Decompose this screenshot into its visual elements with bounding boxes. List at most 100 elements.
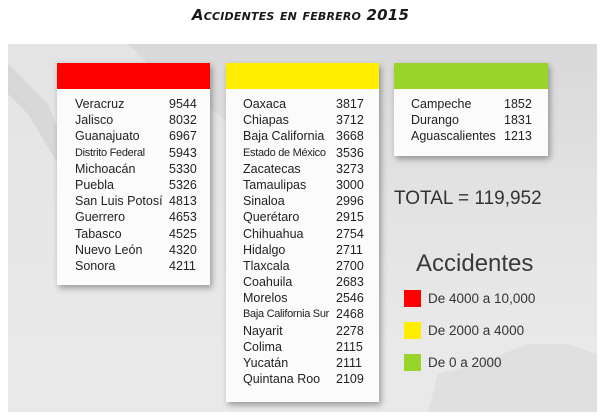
group-card-high: Veracruz 9544 Jalisco 8032 Guanajuato 6967 Dis… [57,63,210,285]
table-row: Querétaro 2915 [226,209,379,225]
table-row: Hidalgo 2711 [226,242,379,258]
state-name: Querétaro [243,210,300,225]
accident-value: 2683 [336,275,364,290]
state-name: Guanajuato [75,129,140,144]
accident-value: 4653 [169,210,197,225]
accident-value: 4211 [169,258,196,273]
accident-value: 4525 [169,226,197,241]
state-name: Coahuila [243,275,293,290]
table-row: Quintana Roo 2109 [226,371,379,387]
accident-value: 8032 [169,113,197,128]
accident-value: 3817 [336,97,364,111]
table-row: Jalisco 8032 [57,112,210,128]
accident-value: 6967 [169,129,197,144]
accident-value: 5943 [169,145,197,160]
accident-value: 2111 [336,356,362,370]
table-row: Yucatán 2111 [226,355,379,371]
group-color-bar [394,63,548,89]
state-name: Estado de México [243,146,326,159]
chart-title: Accidentes en febrero 2015 [191,6,410,24]
state-name: Sonora [75,258,116,273]
table-row: Durango 1831 [394,112,548,128]
table-row: Nuevo León 4320 [57,242,210,258]
legend-label: De 0 a 2000 [428,355,502,370]
table-row: Tabasco 4525 [57,226,210,242]
accident-value: 2996 [336,194,364,209]
accident-value: 2711 [336,242,363,257]
legend-swatch [404,322,421,339]
table-row: Baja California Sur 2468 [226,306,379,322]
accident-value: 2468 [336,307,364,322]
accident-value: 2754 [336,226,364,241]
accident-value: 4813 [169,194,197,209]
table-row: Chihuahua 2754 [226,226,379,242]
state-name: Campeche [411,97,472,111]
state-name: Baja California Sur [243,308,330,321]
state-name: Distrito Federal [75,146,145,159]
group-rows: Oaxaca 3817 Chiapas 3712 Baja California 3668… [226,96,379,387]
state-name: Morelos [243,291,288,306]
table-row: Baja California 3668 [226,128,379,144]
table-row: Distrito Federal 5943 [57,145,210,161]
state-name: Tamaulipas [243,177,307,192]
state-name: Chihuahua [243,226,304,241]
legend-swatch [404,354,421,371]
state-name: Guerrero [75,210,126,225]
group-rows: Campeche 1852 Durango 1831 Aguascalientes 121… [394,96,548,145]
state-name: Colima [243,339,282,354]
state-name: Durango [411,113,459,128]
state-name: Chiapas [243,113,289,128]
accident-value: 3668 [336,129,364,144]
state-name: Yucatán [243,356,289,370]
legend-label: De 2000 a 4000 [428,323,525,338]
accident-value: 2278 [336,323,364,338]
accident-value: 1213 [504,129,532,144]
state-name: Nuevo León [75,242,143,257]
group-rows: Veracruz 9544 Jalisco 8032 Guanajuato 6967 Dis… [57,96,210,274]
table-row: Colima 2115 [226,339,379,355]
accident-value: 2915 [336,210,364,225]
accident-value: 4320 [169,242,197,257]
legend-title: Accidentes [416,250,534,277]
state-name: Hidalgo [243,242,286,257]
table-row: Chiapas 3712 [226,112,379,128]
accident-value: 3000 [336,177,364,192]
accident-value: 2700 [336,258,364,273]
legend-swatch [404,290,421,307]
state-name: Tlaxcala [243,258,290,273]
accident-value: 1852 [504,97,532,111]
group-color-bar [57,63,210,89]
table-row: Sonora 4211 [57,258,210,274]
state-name: Nayarit [243,323,283,338]
state-name: Quintana Roo [243,372,321,387]
table-row: Guanajuato 6967 [57,128,210,144]
state-name: Aguascalientes [411,129,496,144]
state-name: Michoacán [75,161,136,176]
table-row: Michoacán 5330 [57,161,210,177]
state-name: San Luis Potosí [75,194,163,209]
state-name: Tabasco [75,226,122,241]
table-row: Nayarit 2278 [226,323,379,339]
accident-value: 9544 [169,97,197,111]
table-row: San Luis Potosí 4813 [57,193,210,209]
state-name: Oaxaca [243,97,287,111]
table-row: Campeche 1852 [394,96,548,112]
accident-value: 2109 [336,372,364,387]
table-row: Estado de México 3536 [226,145,379,161]
state-name: Sinaloa [243,194,285,209]
table-row: Coahuila 2683 [226,274,379,290]
table-row: Tamaulipas 3000 [226,177,379,193]
table-row: Guerrero 4653 [57,209,210,225]
accident-value: 5330 [169,161,197,176]
accident-value: 3273 [336,161,364,176]
group-card-medium: Oaxaca 3817 Chiapas 3712 Baja California 3668… [226,63,379,402]
accident-value: 3712 [336,113,364,128]
accident-value: 1831 [504,113,532,128]
accident-value: 2115 [336,339,363,354]
table-row: Puebla 5326 [57,177,210,193]
accident-value: 5326 [169,177,197,192]
accident-value: 2546 [336,291,364,306]
group-card-low: Campeche 1852 Durango 1831 Aguascalientes 121… [394,63,548,156]
table-row: Aguascalientes 1213 [394,128,548,144]
accident-value: 3536 [336,145,364,160]
